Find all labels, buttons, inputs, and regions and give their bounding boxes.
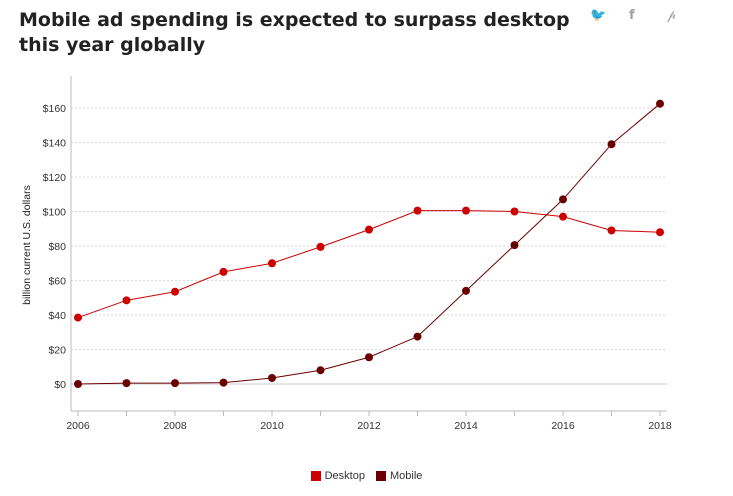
y-tick-label: $80	[48, 241, 66, 253]
data-point-mobile	[559, 195, 567, 204]
data-point-desktop	[656, 228, 664, 237]
data-point-desktop	[559, 212, 567, 221]
data-point-mobile	[219, 378, 228, 387]
data-point-desktop	[268, 259, 276, 268]
facebook-icon[interactable]: f	[629, 8, 635, 23]
line-chart: billion current U.S. dollars $0 $20 $40 $60…	[21, 76, 672, 432]
data-point-desktop	[413, 206, 422, 215]
data-point-mobile	[413, 332, 422, 341]
legend-label-desktop: Desktop	[324, 470, 365, 482]
legend-item-mobile[interactable]: Mobile	[376, 470, 422, 482]
data-point-mobile	[365, 353, 373, 362]
data-point-desktop	[510, 207, 519, 216]
y-tick-label: $60	[48, 276, 66, 288]
y-tick-label: $140	[43, 138, 67, 150]
legend-swatch-desktop	[310, 471, 321, 481]
data-point-desktop	[219, 267, 228, 276]
x-tick-label: 2014	[454, 420, 478, 432]
x-tick-label: 2006	[66, 420, 90, 432]
y-axis-label: billion current U.S. dollars	[21, 185, 33, 305]
x-tick-label: 2018	[648, 420, 672, 432]
data-point-mobile	[171, 379, 179, 388]
y-tick-label: $100	[43, 207, 67, 219]
data-point-desktop	[607, 226, 616, 235]
data-point-mobile	[462, 286, 470, 295]
data-point-mobile	[656, 99, 664, 108]
legend: Desktop Mobile	[0, 470, 733, 484]
x-tick-label: 2012	[357, 420, 381, 432]
series-line-mobile	[77, 103, 661, 385]
data-point-desktop	[122, 296, 131, 305]
data-point-desktop	[462, 206, 470, 215]
x-tick-label: 2010	[260, 420, 284, 432]
y-tick-label: $120	[43, 172, 67, 184]
data-point-mobile	[74, 380, 82, 388]
x-tick-label: 2008	[163, 420, 187, 432]
data-point-mobile	[122, 379, 131, 388]
data-point-desktop	[365, 225, 373, 234]
data-point-mobile	[268, 373, 276, 382]
y-tick-label: $160	[43, 103, 67, 115]
y-tick-label: $40	[48, 310, 66, 322]
y-tick-label: $0	[54, 379, 66, 391]
legend-swatch-mobile	[376, 471, 386, 481]
data-point-desktop	[316, 242, 325, 251]
data-point-mobile	[607, 140, 616, 149]
chart-title: Mobile ad spending is expected to surpas…	[19, 9, 570, 56]
twitter-icon[interactable]: 🐦	[590, 8, 607, 23]
legend-label-mobile: Mobile	[390, 470, 423, 482]
data-point-mobile	[316, 366, 325, 375]
y-tick-label: $20	[48, 345, 66, 357]
data-point-mobile	[510, 241, 519, 250]
legend-item-desktop[interactable]: Desktop	[310, 470, 365, 482]
data-point-desktop	[74, 313, 82, 322]
pinterest-icon[interactable]: 𝓅	[667, 8, 677, 23]
x-tick-label: 2016	[551, 420, 575, 432]
data-point-desktop	[171, 287, 179, 296]
